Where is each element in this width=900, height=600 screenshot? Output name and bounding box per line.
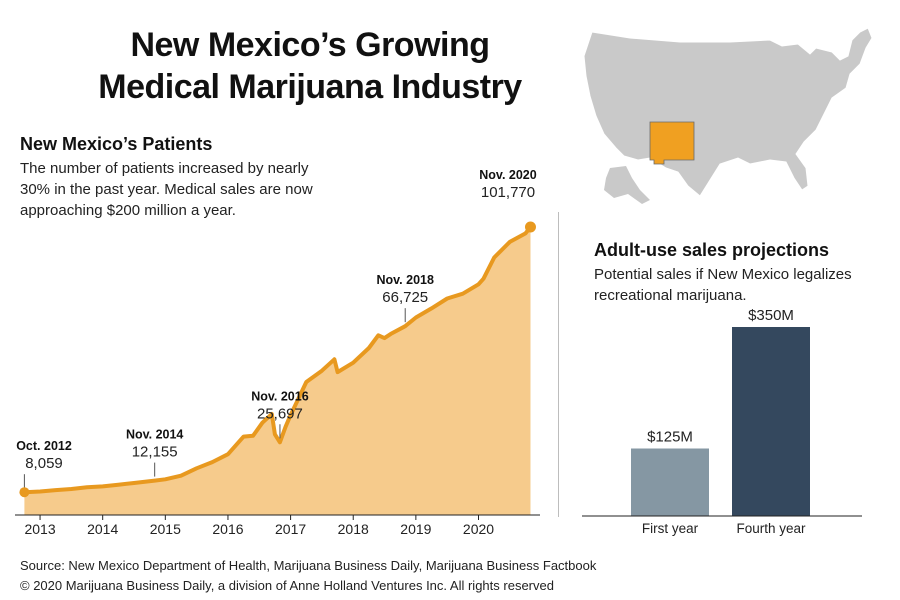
x-tick-label: 2013 [24, 521, 55, 537]
patients-heading: New Mexico’s Patients [20, 134, 213, 154]
bar [732, 327, 810, 516]
bar [631, 448, 709, 516]
projections-chart: $125M First year $350M Fourth year [582, 307, 862, 536]
title-line-1: New Mexico’s Growing [130, 26, 490, 64]
bar-value-label: $125M [647, 429, 693, 446]
annotation-value: 12,155 [132, 444, 178, 461]
us-map-svg [583, 27, 873, 204]
footer: Source: New Mexico Department of Health,… [20, 556, 596, 596]
x-tick-label: 2019 [400, 521, 431, 537]
annotation-value: 66,725 [382, 289, 428, 306]
section-divider [558, 212, 559, 517]
patients-chart: 2013 2014 2015 2016 2017 2018 2019 2020 Oct. 201… [15, 168, 540, 537]
patients-line [22, 225, 533, 495]
bar-category-label: First year [642, 521, 699, 536]
annotation-value: 25,697 [257, 405, 303, 422]
x-tick-label: 2014 [87, 521, 118, 537]
patients-area [24, 227, 531, 515]
patients-description: The number of patients increased by near… [20, 160, 313, 219]
source-note: Source: New Mexico Department of Health,… [20, 558, 597, 573]
page-title: New Mexico’s Growing Medical Marijuana I… [60, 24, 560, 108]
bar-value-label: $350M [748, 307, 794, 324]
copyright-note: © 2020 Marijuana Business Daily, a divis… [20, 578, 554, 593]
projections-heading: Adult-use sales projections [594, 240, 830, 260]
alaska-shape [604, 166, 650, 204]
annotation-date: Nov. 2018 [376, 273, 433, 287]
annotation-value: 101,770 [481, 184, 535, 201]
start-point-marker [19, 487, 30, 498]
end-point-marker [524, 221, 536, 233]
new-mexico-shape [649, 121, 695, 165]
annotation-date: Nov. 2014 [126, 428, 183, 442]
x-tick-label: 2016 [212, 521, 243, 537]
annotation-date: Nov. 2020 [479, 168, 536, 182]
title-line-2: Medical Marijuana Industry [98, 68, 522, 106]
x-tick-label: 2018 [338, 521, 369, 537]
us-map-icon [570, 18, 890, 214]
projections-description: Potential sales if New Mexico legalizes … [594, 266, 852, 304]
annotation-value: 8,059 [25, 455, 63, 472]
bar-category-label: Fourth year [736, 521, 806, 536]
x-tick-label: 2020 [463, 521, 494, 537]
annotation-date: Nov. 2016 [251, 389, 308, 403]
x-tick-label: 2017 [275, 521, 306, 537]
annotation-date: Oct. 2012 [16, 439, 72, 453]
x-tick-label: 2015 [150, 521, 181, 537]
